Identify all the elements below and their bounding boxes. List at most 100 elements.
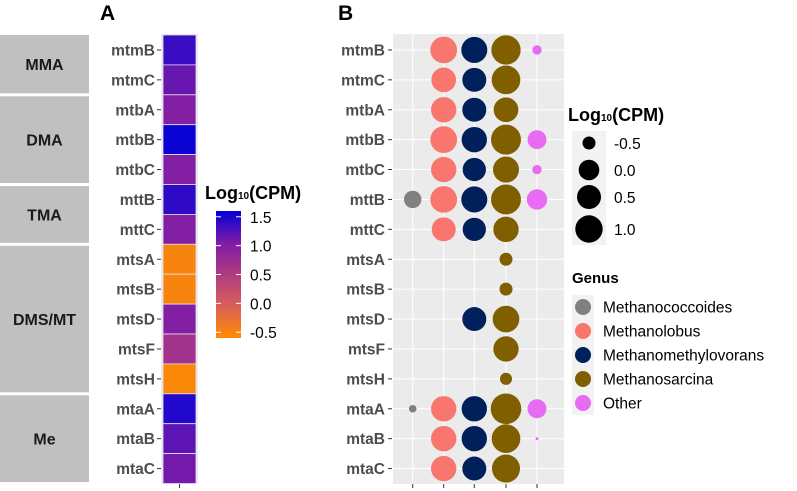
group-strip-label: Me <box>33 432 55 449</box>
heatmap-tile <box>162 333 197 365</box>
bubble-point <box>461 425 487 452</box>
heatmap-tile <box>162 303 197 335</box>
group-strip-label: DMA <box>26 133 63 150</box>
group-strip <box>0 186 89 243</box>
genus-legend-key <box>575 395 591 411</box>
bubble-point <box>491 454 521 483</box>
bubble-point <box>499 372 513 385</box>
genus-legend-label: Methanococcoides <box>603 300 732 317</box>
bubble-point <box>461 396 487 422</box>
heatmap-y-label: mtbC <box>115 162 155 179</box>
colorbar-title: Log10(CPM) <box>205 183 301 203</box>
bubble-point <box>492 305 520 333</box>
bubble-y-label: mtsB <box>346 282 385 299</box>
heatmap-y-label: mtmC <box>111 72 155 89</box>
bubble-point <box>431 156 457 183</box>
bubble-point <box>526 189 548 210</box>
heatmap-y-label: mtbA <box>115 102 155 119</box>
genus-legend-key <box>575 323 591 339</box>
bubble-y-label: mtaC <box>346 461 385 478</box>
bubble-point <box>403 190 422 209</box>
group-strip-label: TMA <box>27 207 62 224</box>
bubble-point <box>499 252 513 266</box>
heatmap-y-label: mtaC <box>116 461 155 478</box>
bubble-point <box>462 456 487 481</box>
bubble-point <box>430 36 458 64</box>
bubble-point <box>535 437 539 441</box>
bubble-point <box>499 282 513 296</box>
genus-legend-label: Methanosarcina <box>603 372 714 389</box>
heatmap-tile <box>162 154 197 185</box>
bubble-y-label: mtbC <box>345 162 385 179</box>
size-legend-key <box>578 159 600 181</box>
bubble-point <box>461 36 488 63</box>
size-legend-label: -0.5 <box>614 136 641 153</box>
bubble-point <box>461 186 488 213</box>
heatmap-y-label: mtsB <box>116 282 155 299</box>
bubble-point <box>532 164 542 175</box>
bubble-point <box>491 35 521 65</box>
bubble-points <box>403 35 548 483</box>
heatmap-y-label: mttC <box>120 222 155 239</box>
heatmap-y-label: mtsA <box>116 252 155 269</box>
heatmap-y-label: mttB <box>120 192 155 209</box>
bubble-point <box>461 126 487 153</box>
genus-legend-title: Genus <box>572 270 619 287</box>
bubble-y-label: mtmB <box>341 42 385 59</box>
bubble-point <box>431 97 457 123</box>
bubble-point <box>493 336 519 362</box>
heatmap-tile <box>162 243 197 275</box>
bubble-point <box>462 67 487 92</box>
bubble-point <box>462 307 487 332</box>
heatmap-tile <box>162 34 197 66</box>
bubble-point <box>430 126 458 154</box>
bubble-point <box>491 124 521 155</box>
genus-legend-key <box>575 347 591 363</box>
bubble-y-label: mttC <box>350 222 385 239</box>
genus-legend-label: Methanomethylovorans <box>603 348 764 365</box>
bubble-point <box>491 424 521 453</box>
bubble-y-label: mtsA <box>346 252 385 269</box>
bubble-y-label: mtsD <box>346 312 385 329</box>
heatmap-tile <box>162 184 197 215</box>
genus-legend-key <box>575 371 591 387</box>
colorbar-tick-label: 0.0 <box>250 296 272 313</box>
genus-legend-label: Other <box>603 396 642 413</box>
colorbar-tick-label: 1.5 <box>250 210 272 227</box>
size-legend-label: 1.0 <box>614 222 636 239</box>
group-strip-label: DMS/MT <box>13 312 76 329</box>
bubble-y-axis-labels: mtmB mtmC mtbA mtbB mtbC mttB mttC mtsA mtsB mtsD… <box>341 42 392 478</box>
bubble-point <box>462 157 486 182</box>
group-strip <box>0 35 89 94</box>
heatmap-y-label: mtsD <box>116 312 155 329</box>
bubble-y-label: mtbB <box>345 132 385 149</box>
colorbar-ticks: 1.5 1.0 0.5 0.0 -0.5 <box>216 210 277 342</box>
bubble-point <box>430 186 458 213</box>
size-legend-label: 0.0 <box>614 163 636 180</box>
bubble-y-label: mttB <box>350 192 385 209</box>
heatmap-tile <box>162 94 197 126</box>
heatmap-tile <box>162 393 197 425</box>
heatmap-tiles <box>162 34 197 484</box>
heatmap-y-axis-labels: mtmB mtmC mtbA mtbB mtbC mttB mttC mtsA mtsB mtsD… <box>111 42 161 478</box>
heatmap-tile <box>162 423 197 455</box>
genus-legend-key <box>575 299 591 315</box>
size-legend-key <box>575 215 603 243</box>
heatmap-y-label: mtsF <box>118 341 155 358</box>
size-legend-title: Log10(CPM) <box>568 105 664 125</box>
group-strip-label: MMA <box>25 57 64 74</box>
bubble-point <box>493 97 519 123</box>
colorbar-tick-label: -0.5 <box>250 325 277 342</box>
heatmap-tile <box>162 124 197 155</box>
bubble-point <box>431 425 457 452</box>
size-legend-label: 0.5 <box>614 190 636 207</box>
group-strip <box>0 96 89 183</box>
bubble-point <box>431 67 457 93</box>
bubble-point <box>527 399 547 419</box>
colorbar-tick-label: 1.0 <box>250 239 272 256</box>
heatmap-tile <box>162 64 197 96</box>
panel-a-label: A <box>100 2 115 25</box>
bubble-y-label: mtbA <box>345 102 385 119</box>
bubble-point <box>492 156 520 183</box>
